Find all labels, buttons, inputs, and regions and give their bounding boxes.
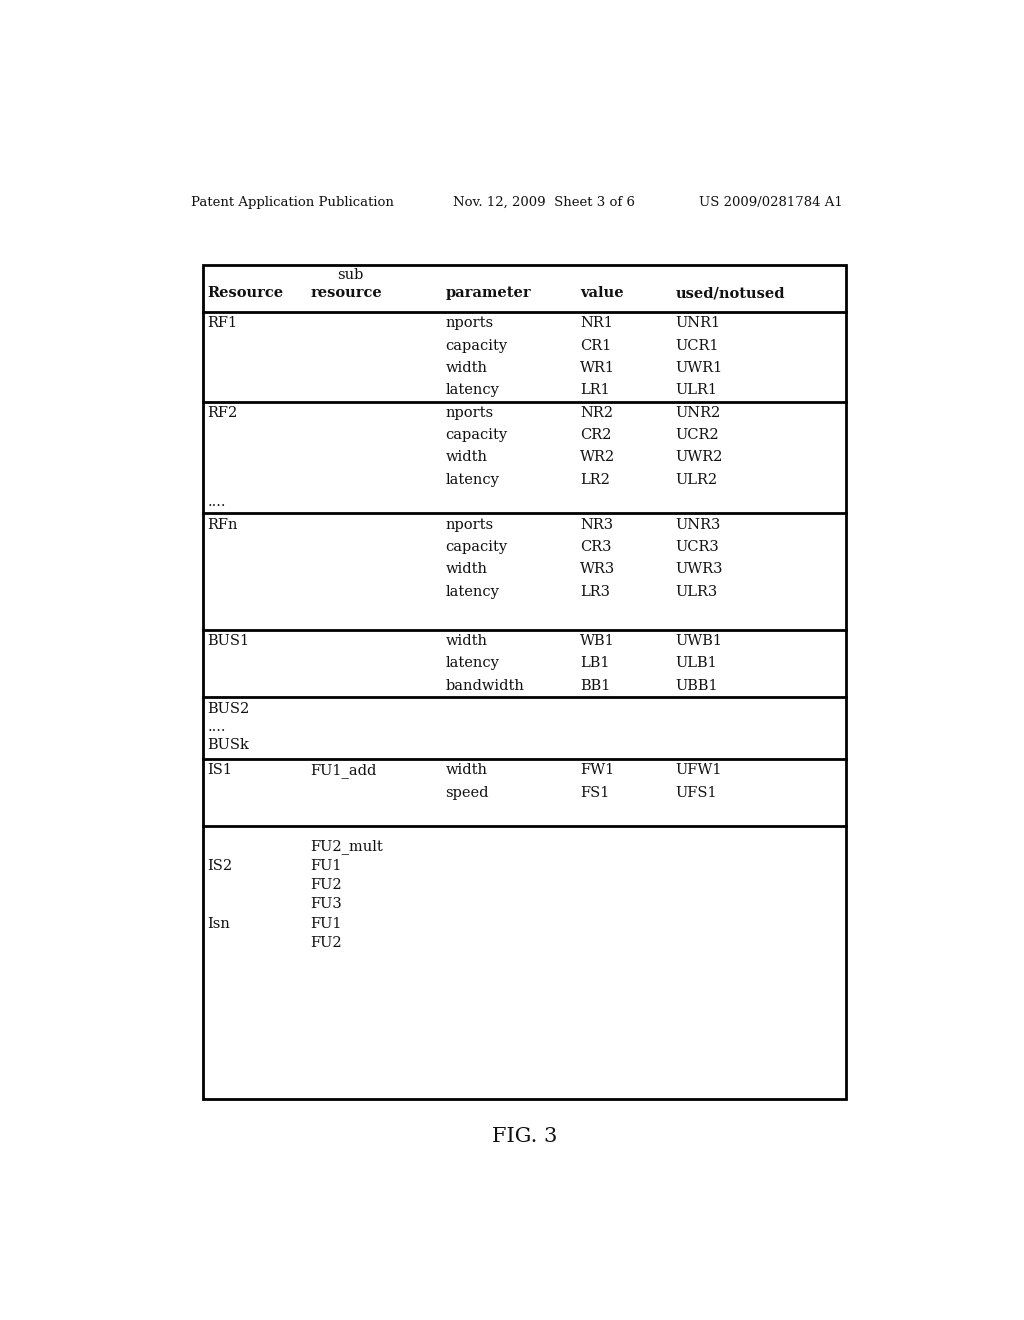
Text: IS1: IS1: [207, 763, 232, 777]
Text: width: width: [445, 562, 487, 577]
Text: Isn: Isn: [207, 916, 230, 931]
Text: LB1: LB1: [581, 656, 610, 671]
Text: CR1: CR1: [581, 339, 611, 352]
Text: FU2: FU2: [310, 878, 342, 891]
Text: CR3: CR3: [581, 540, 612, 554]
Text: UWR1: UWR1: [676, 360, 723, 375]
Text: FU1: FU1: [310, 858, 342, 873]
Text: UNR1: UNR1: [676, 317, 721, 330]
Text: ULR2: ULR2: [676, 473, 718, 487]
Text: UNR3: UNR3: [676, 517, 721, 532]
Text: NR2: NR2: [581, 405, 613, 420]
Text: LR3: LR3: [581, 585, 610, 598]
Text: nports: nports: [445, 317, 494, 330]
Text: Resource: Resource: [207, 286, 284, 300]
Text: NR1: NR1: [581, 317, 613, 330]
Text: LR1: LR1: [581, 383, 610, 397]
Text: bandwidth: bandwidth: [445, 678, 524, 693]
Text: UCR2: UCR2: [676, 428, 719, 442]
Text: WR3: WR3: [581, 562, 615, 577]
Text: RFn: RFn: [207, 517, 238, 532]
Text: UFW1: UFW1: [676, 763, 722, 777]
Text: FW1: FW1: [581, 763, 614, 777]
Text: capacity: capacity: [445, 339, 508, 352]
Text: FIG. 3: FIG. 3: [493, 1127, 557, 1146]
Text: latency: latency: [445, 656, 500, 671]
Text: capacity: capacity: [445, 540, 508, 554]
Text: RF2: RF2: [207, 405, 238, 420]
Text: UWB1: UWB1: [676, 634, 723, 648]
Text: UNR2: UNR2: [676, 405, 721, 420]
Text: ....: ....: [207, 719, 226, 734]
Text: FU1_add: FU1_add: [310, 763, 377, 777]
Text: WR1: WR1: [581, 360, 615, 375]
Text: UCR1: UCR1: [676, 339, 719, 352]
Text: UWR3: UWR3: [676, 562, 723, 577]
Text: nports: nports: [445, 405, 494, 420]
Text: FU2_mult: FU2_mult: [310, 840, 383, 854]
Text: used/notused: used/notused: [676, 286, 785, 300]
Text: BUSk: BUSk: [207, 738, 249, 752]
Text: UWR2: UWR2: [676, 450, 723, 465]
Text: width: width: [445, 763, 487, 777]
Bar: [204, 265, 846, 1098]
Text: latency: latency: [445, 585, 500, 598]
Text: UFS1: UFS1: [676, 785, 717, 800]
Text: speed: speed: [445, 785, 488, 800]
Text: width: width: [445, 360, 487, 375]
Text: ....: ....: [207, 495, 226, 510]
Text: Patent Application Publication: Patent Application Publication: [191, 195, 394, 209]
Text: ULR3: ULR3: [676, 585, 718, 598]
Text: FU1: FU1: [310, 916, 342, 931]
Text: resource: resource: [310, 286, 382, 300]
Text: UBB1: UBB1: [676, 678, 718, 693]
Text: BB1: BB1: [581, 678, 610, 693]
Text: Nov. 12, 2009  Sheet 3 of 6: Nov. 12, 2009 Sheet 3 of 6: [454, 195, 635, 209]
Text: sub: sub: [337, 268, 364, 282]
Text: BUS1: BUS1: [207, 634, 250, 648]
Text: US 2009/0281784 A1: US 2009/0281784 A1: [699, 195, 843, 209]
Text: CR2: CR2: [581, 428, 611, 442]
Text: value: value: [581, 286, 624, 300]
Text: ULB1: ULB1: [676, 656, 718, 671]
Text: ULR1: ULR1: [676, 383, 718, 397]
Text: WB1: WB1: [581, 634, 615, 648]
Text: BUS2: BUS2: [207, 702, 250, 715]
Text: capacity: capacity: [445, 428, 508, 442]
Text: FS1: FS1: [581, 785, 609, 800]
Text: FU2: FU2: [310, 936, 342, 949]
Text: latency: latency: [445, 383, 500, 397]
Text: parameter: parameter: [445, 286, 531, 300]
Text: FU3: FU3: [310, 896, 342, 911]
Text: LR2: LR2: [581, 473, 610, 487]
Text: latency: latency: [445, 473, 500, 487]
Text: UCR3: UCR3: [676, 540, 719, 554]
Text: WR2: WR2: [581, 450, 615, 465]
Text: NR3: NR3: [581, 517, 613, 532]
Text: RF1: RF1: [207, 317, 238, 330]
Text: width: width: [445, 634, 487, 648]
Text: nports: nports: [445, 517, 494, 532]
Text: IS2: IS2: [207, 858, 232, 873]
Text: width: width: [445, 450, 487, 465]
